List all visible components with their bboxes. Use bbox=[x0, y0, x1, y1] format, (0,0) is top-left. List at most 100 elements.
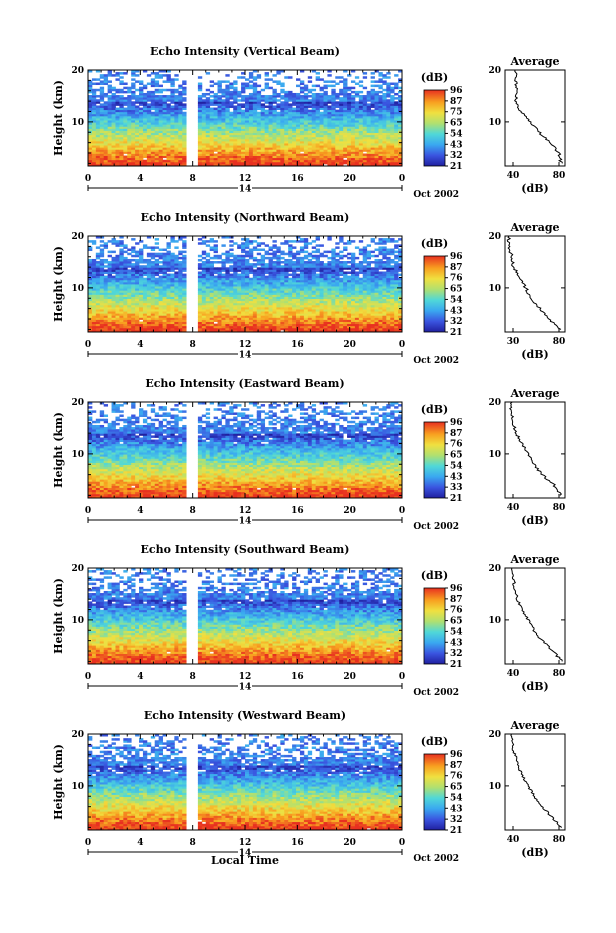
avg-x-tick-label: 40 bbox=[507, 503, 520, 513]
colorbar-unit: (dB) bbox=[421, 403, 448, 416]
day-label: 14 bbox=[239, 517, 252, 527]
colorbar-tick-label: 65 bbox=[450, 617, 463, 627]
y-axis-label: Height (km) bbox=[52, 578, 65, 654]
avg-y-tick-label: 10 bbox=[488, 450, 501, 460]
avg-y-tick-label: 20 bbox=[488, 398, 501, 408]
x-tick-label: 20 bbox=[343, 838, 356, 848]
colorbar-tick-label: 87 bbox=[450, 761, 463, 771]
colorbar-tick-label: 65 bbox=[450, 783, 463, 793]
heatmap bbox=[88, 568, 402, 664]
colorbar-unit: (dB) bbox=[421, 569, 448, 582]
y-tick-label: 20 bbox=[71, 564, 84, 574]
colorbar-tick-label: 76 bbox=[450, 274, 463, 284]
x-tick-label: 0 bbox=[85, 506, 91, 516]
colorbar-tick-label: 76 bbox=[450, 606, 463, 616]
colorbar-tick-label: 87 bbox=[450, 595, 463, 605]
y-tick-label: 20 bbox=[71, 730, 84, 740]
colorbar-tick-label: 32 bbox=[450, 151, 463, 161]
day-label: 14 bbox=[239, 185, 252, 195]
avg-frame bbox=[505, 568, 565, 664]
y-axis-label: Height (km) bbox=[52, 412, 65, 488]
x-tick-label: 20 bbox=[343, 506, 356, 516]
avg-x-label: (dB) bbox=[521, 846, 548, 859]
avg-frame bbox=[505, 70, 565, 166]
colorbar-tick-label: 33 bbox=[450, 483, 463, 493]
colorbar bbox=[424, 90, 445, 166]
x-tick-label: 16 bbox=[291, 672, 304, 682]
x-tick-label: 4 bbox=[137, 838, 143, 848]
colorbar-tick-label: 76 bbox=[450, 772, 463, 782]
day-label: 14 bbox=[239, 351, 252, 361]
avg-y-tick-label: 20 bbox=[488, 66, 501, 76]
colorbar-tick-label: 21 bbox=[450, 660, 463, 670]
x-tick-label: 8 bbox=[190, 340, 196, 350]
x-tick-label: 20 bbox=[343, 174, 356, 184]
panel-0: Echo Intensity (Vertical Beam)1020Height… bbox=[52, 45, 565, 200]
panel-title: Echo Intensity (Eastward Beam) bbox=[145, 377, 344, 390]
colorbar-tick-label: 32 bbox=[450, 649, 463, 659]
month-label: Oct 2002 bbox=[413, 190, 459, 200]
panel-title: Echo Intensity (Westward Beam) bbox=[144, 709, 346, 722]
colorbar-tick-label: 43 bbox=[450, 472, 463, 482]
avg-x-tick-label: 80 bbox=[553, 503, 566, 513]
colorbar bbox=[424, 256, 445, 332]
x-tick-label: 12 bbox=[239, 838, 252, 848]
y-tick-label: 20 bbox=[71, 66, 84, 76]
avg-x-tick-label: 40 bbox=[507, 669, 520, 679]
colorbar-unit: (dB) bbox=[421, 735, 448, 748]
panel-4: Echo Intensity (Westward Beam) 10 20 Height… bbox=[52, 709, 565, 864]
panel-2: Echo Intensity (Eastward Beam) 10 20 Height… bbox=[52, 377, 565, 532]
x-tick-label: 0 bbox=[399, 506, 405, 516]
colorbar-tick-label: 54 bbox=[450, 793, 463, 803]
colorbar-tick-label: 32 bbox=[450, 815, 463, 825]
y-axis-label: Height (km) bbox=[52, 80, 65, 156]
y-tick-label: 20 bbox=[71, 232, 84, 242]
avg-y-tick-label: 20 bbox=[488, 232, 501, 242]
x-tick-label: 16 bbox=[291, 174, 304, 184]
y-tick-label: 10 bbox=[71, 450, 84, 460]
day-label: 14 bbox=[239, 683, 252, 693]
x-tick-label: 0 bbox=[399, 672, 405, 682]
avg-title: Average bbox=[509, 553, 559, 566]
y-axis-label: Height (km) bbox=[52, 744, 65, 820]
avg-frame bbox=[505, 236, 565, 332]
avg-y-tick-label: 20 bbox=[488, 730, 501, 740]
avg-y-tick-label: 10 bbox=[488, 118, 501, 128]
x-tick-label: 12 bbox=[239, 672, 252, 682]
colorbar-unit: (dB) bbox=[421, 71, 448, 84]
avg-x-tick-label: 80 bbox=[553, 669, 566, 679]
avg-x-label: (dB) bbox=[521, 514, 548, 527]
x-tick-label: 8 bbox=[190, 838, 196, 848]
panel-title: Echo Intensity (Northward Beam) bbox=[141, 211, 350, 224]
y-tick-label: 20 bbox=[71, 398, 84, 408]
colorbar-tick-label: 96 bbox=[450, 86, 463, 96]
colorbar-tick-label: 75 bbox=[450, 108, 463, 118]
colorbar bbox=[424, 754, 445, 830]
x-tick-label: 0 bbox=[85, 838, 91, 848]
avg-x-label: (dB) bbox=[521, 680, 548, 693]
x-tick-label: 4 bbox=[137, 506, 143, 516]
colorbar-tick-label: 96 bbox=[450, 418, 463, 428]
colorbar-tick-label: 43 bbox=[450, 804, 463, 814]
x-tick-label: 4 bbox=[137, 672, 143, 682]
avg-y-tick-label: 10 bbox=[488, 782, 501, 792]
colorbar-tick-label: 87 bbox=[450, 429, 463, 439]
avg-y-tick-label: 10 bbox=[488, 284, 501, 294]
y-axis-label: Height (km) bbox=[52, 246, 65, 322]
avg-x-tick-label: 30 bbox=[507, 337, 520, 347]
avg-y-tick-label: 20 bbox=[488, 564, 501, 574]
x-tick-label: 0 bbox=[85, 174, 91, 184]
x-tick-label: 0 bbox=[399, 340, 405, 350]
y-tick-label: 10 bbox=[71, 616, 84, 626]
avg-frame bbox=[505, 734, 565, 830]
avg-x-label: (dB) bbox=[521, 348, 548, 361]
avg-x-tick-label: 80 bbox=[553, 835, 566, 845]
y-tick-label: 10 bbox=[71, 118, 84, 128]
x-tick-label: 12 bbox=[239, 174, 252, 184]
month-label: Oct 2002 bbox=[413, 854, 459, 864]
heatmap bbox=[88, 236, 402, 332]
x-tick-label: 0 bbox=[399, 174, 405, 184]
avg-title: Average bbox=[509, 221, 559, 234]
colorbar-tick-label: 54 bbox=[450, 627, 463, 637]
